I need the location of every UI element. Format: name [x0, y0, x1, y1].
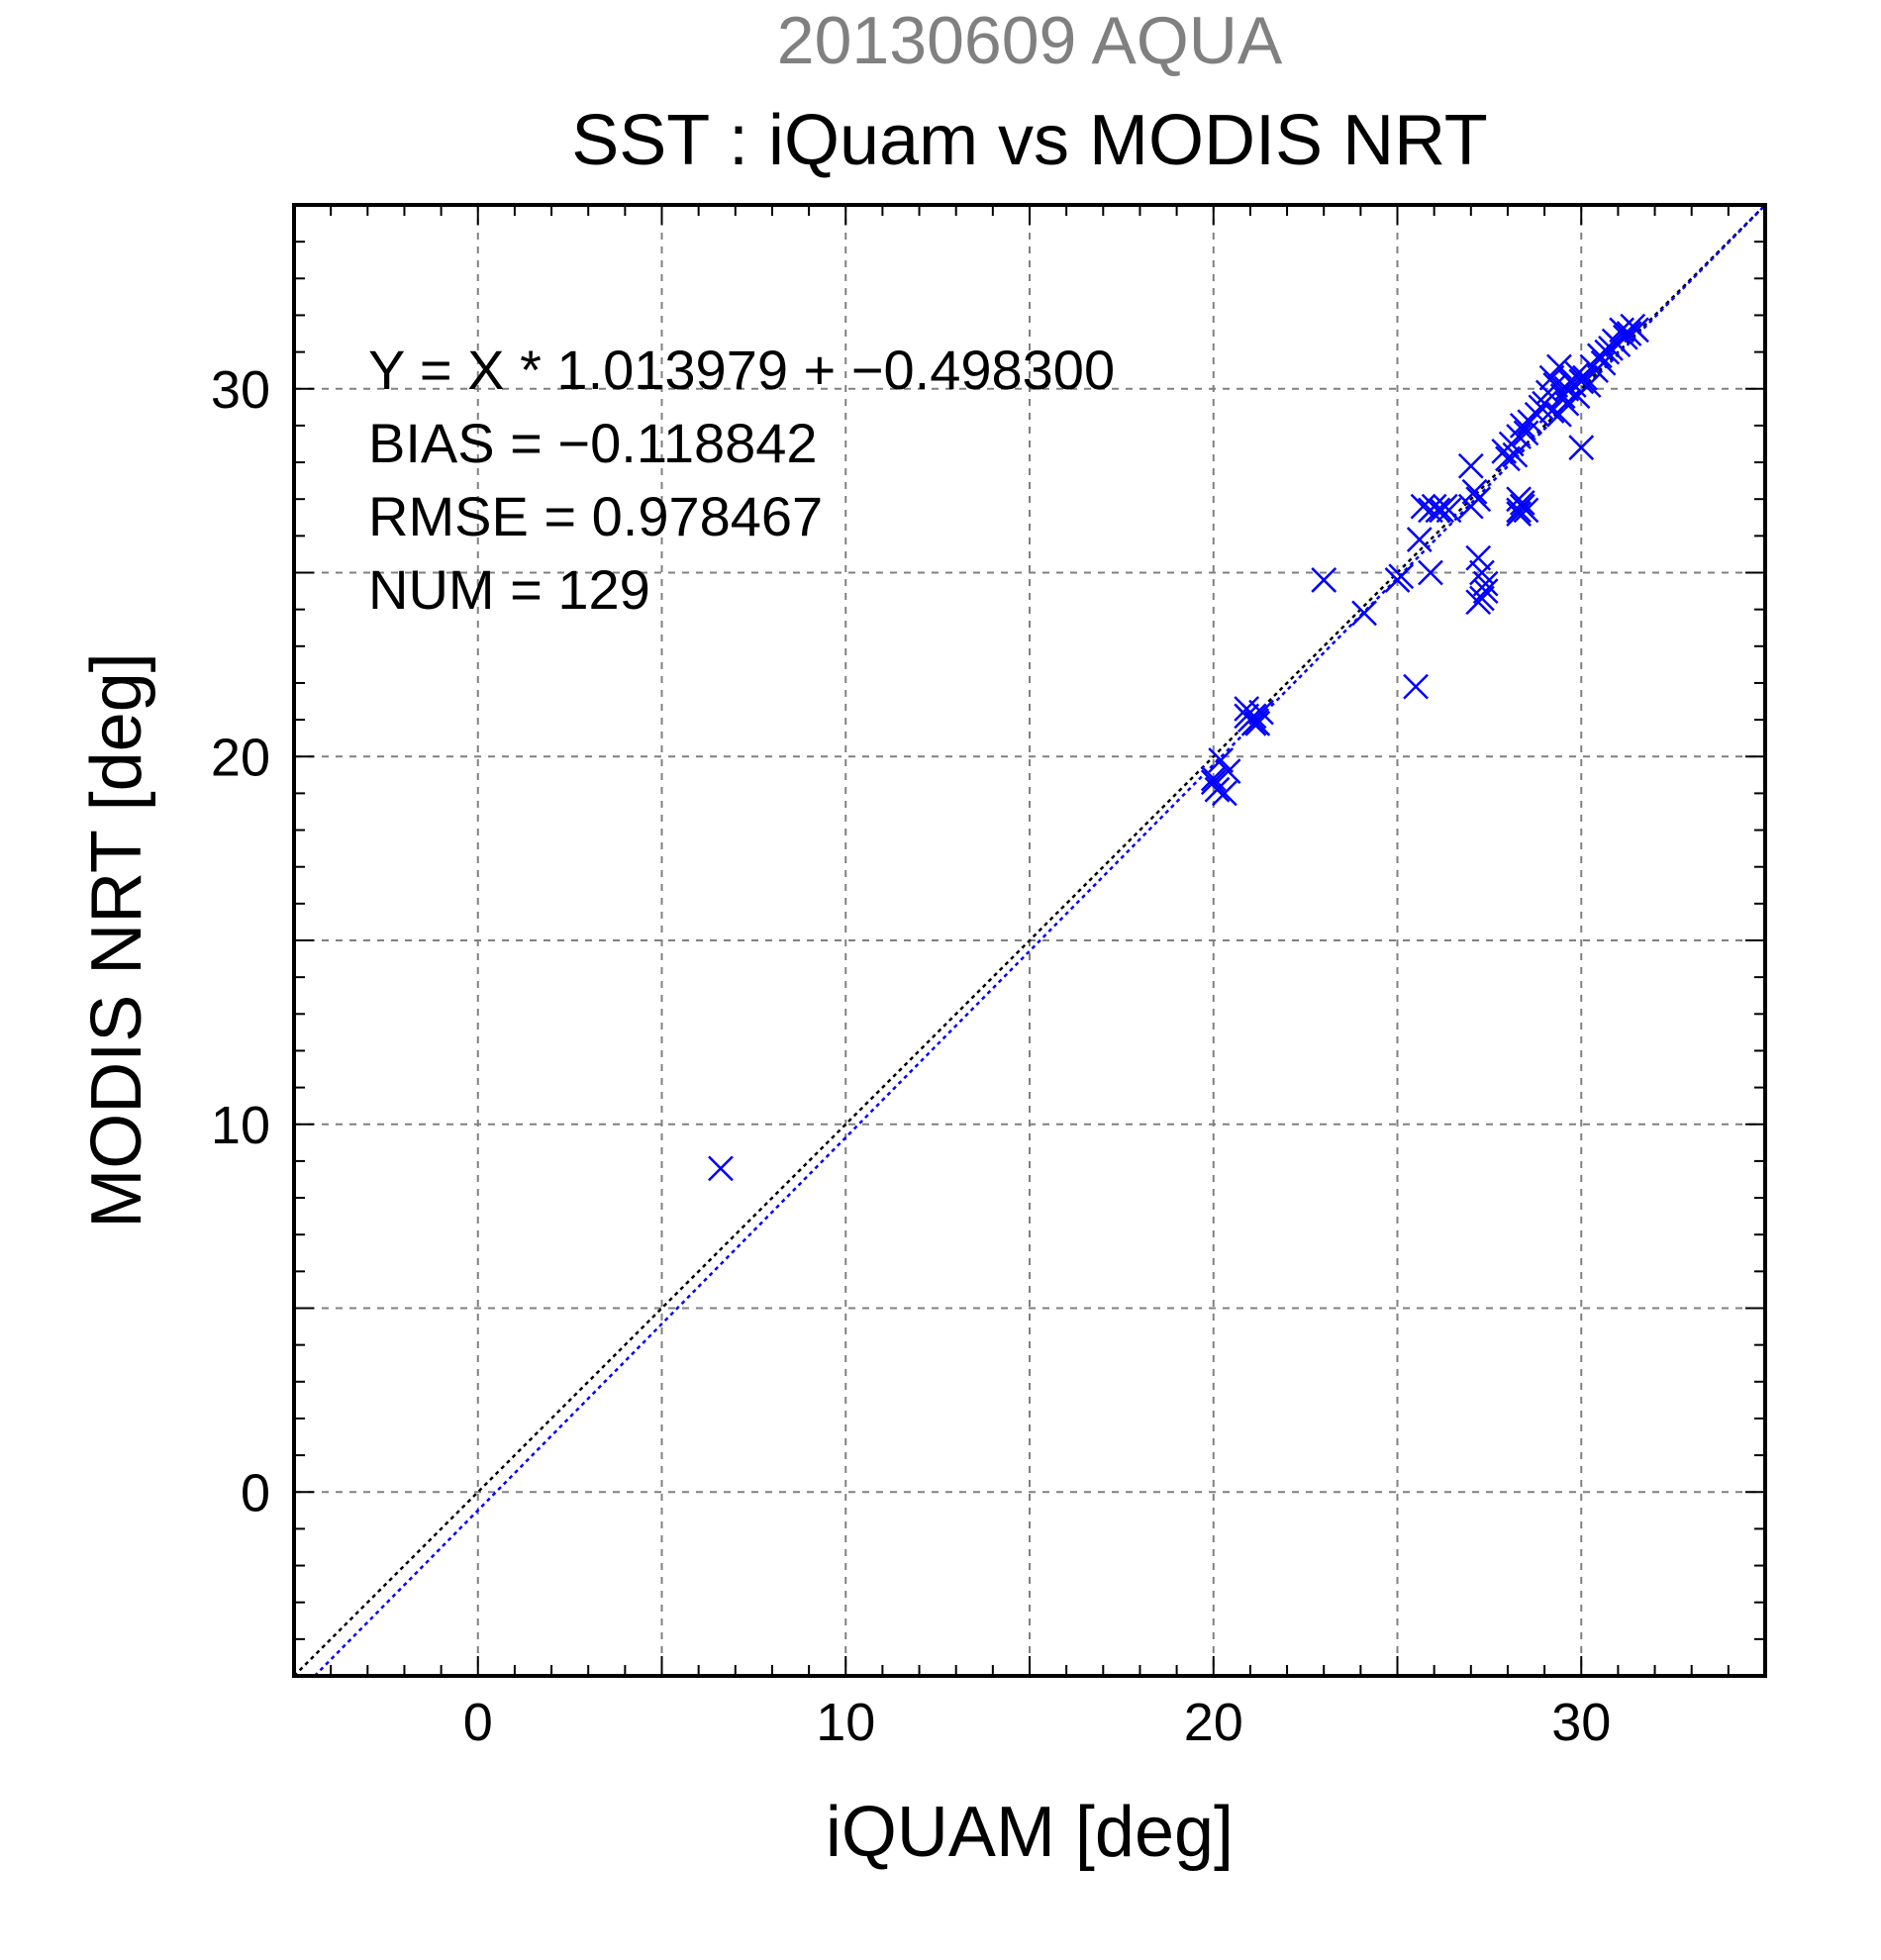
data-point [1461, 478, 1488, 505]
data-point [1432, 493, 1458, 520]
plot-frame [292, 203, 1767, 1678]
regression-line [313, 204, 1766, 1677]
x-tick-label: 20 [1184, 1693, 1243, 1752]
reference-lines [293, 204, 1766, 1677]
x-tick-label: 10 [816, 1693, 875, 1752]
data-point [1598, 336, 1624, 361]
data-point [708, 1155, 734, 1182]
data-point [1465, 486, 1492, 513]
y-tick-label: 20 [211, 728, 270, 787]
data-point [1215, 758, 1241, 784]
data-point [1200, 769, 1227, 796]
one-to-one-line [293, 204, 1766, 1677]
chart-date-title: 20130609 AQUA [777, 3, 1283, 78]
x-tick-label: 0 [463, 1693, 493, 1752]
data-point [1403, 673, 1429, 700]
data-point [1240, 710, 1267, 736]
data-point [1506, 497, 1532, 524]
data-point [1469, 559, 1495, 586]
data-points [708, 313, 1649, 1182]
x-tick-label: 30 [1551, 1693, 1611, 1752]
stats-bias: BIAS = −0.118842 [368, 412, 818, 474]
y-tick-label: 0 [241, 1463, 270, 1522]
data-point [1524, 401, 1550, 428]
y-axis-label: MODIS NRT [deg] [77, 652, 156, 1228]
data-point [1311, 567, 1337, 593]
data-point [1616, 321, 1642, 346]
data-point [1388, 563, 1415, 590]
data-point [1572, 364, 1598, 391]
data-point [1425, 497, 1451, 524]
data-point [1568, 435, 1595, 461]
stats-box: Y = X * 1.013979 + −0.498300 BIAS = −0.1… [368, 339, 1115, 621]
data-point [1465, 544, 1492, 571]
data-point [1553, 390, 1580, 417]
data-point [1204, 776, 1231, 803]
data-point [1624, 317, 1649, 343]
data-point [1410, 493, 1436, 520]
data-point [1457, 452, 1484, 479]
data-point [1418, 559, 1443, 586]
data-point [1506, 486, 1532, 513]
y-tick-label: 30 [211, 360, 270, 420]
data-point [1351, 600, 1377, 627]
stats-rmse: RMSE = 0.978467 [368, 485, 823, 547]
data-point [1538, 398, 1565, 424]
data-point [1495, 445, 1521, 472]
x-axis-label: iQUAM [deg] [826, 1793, 1234, 1872]
data-point [1546, 353, 1572, 380]
data-point [1406, 527, 1433, 552]
data-point [1465, 589, 1492, 616]
data-point [1208, 747, 1235, 773]
y-tick-label: 10 [211, 1096, 270, 1155]
stats-equation: Y = X * 1.013979 + −0.498300 [368, 339, 1115, 401]
tick-labels: 0 10 20 30 0 10 20 30 [211, 360, 1611, 1752]
stats-num: NUM = 129 [368, 558, 650, 621]
chart-title: SST : iQuam vs MODIS NRT [571, 101, 1488, 180]
data-point [1248, 699, 1274, 726]
